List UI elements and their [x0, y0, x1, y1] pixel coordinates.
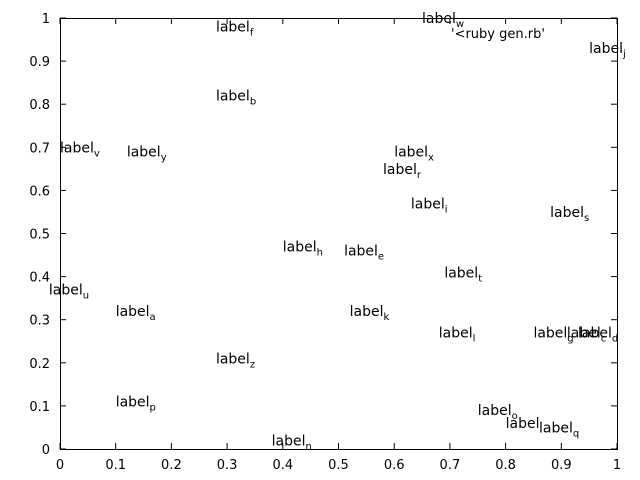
- point-label: labela: [116, 304, 156, 323]
- point-label: labelv: [60, 140, 100, 159]
- x-tick-label: 0.6: [384, 458, 405, 473]
- point-label: labelr: [383, 162, 422, 181]
- y-tick-label: 0.6: [29, 184, 50, 199]
- point-label: labelc: [567, 326, 606, 345]
- point-label: label: [506, 416, 540, 432]
- y-tick-label: 0.7: [29, 141, 50, 156]
- y-tick-label: 0.3: [29, 314, 50, 329]
- y-tick-label: 0.8: [29, 98, 50, 113]
- x-tick-label: 0.5: [328, 458, 349, 473]
- x-axis: 0 0.1 0.2 0.3 0.4 0.5 0.6 0.7 0.8 0.9 1: [56, 18, 621, 473]
- y-tick-label: 0: [42, 443, 50, 458]
- y-axis: 0 0.1 0.2 0.3 0.4 0.5 0.6 0.7 0.8 0.9 1: [29, 12, 617, 458]
- point-label: labeln: [272, 433, 312, 452]
- y-tick-label: 0.4: [29, 271, 50, 286]
- point-label: labelj: [589, 41, 626, 60]
- point-label: labelt: [444, 265, 482, 284]
- point-label: labels: [550, 205, 589, 224]
- point-label: labelo: [478, 403, 518, 422]
- point-label: labelu: [49, 283, 89, 302]
- x-tick-label: 1: [613, 458, 621, 473]
- point-label: labelw: [422, 11, 464, 30]
- x-tick-label: 0.9: [551, 458, 572, 473]
- x-tick-label: 0.1: [105, 458, 126, 473]
- point-label: labelb: [216, 89, 256, 108]
- point-label: labelz: [216, 351, 255, 370]
- point-label: labeld: [578, 326, 618, 345]
- point-label: labelq: [539, 420, 579, 439]
- point-label: labelg: [533, 326, 573, 345]
- point-label: labele: [344, 244, 384, 263]
- x-tick-label: 0.8: [495, 458, 516, 473]
- point-label: labelx: [394, 145, 434, 164]
- y-tick-label: 0.5: [29, 228, 50, 243]
- x-tick-label: 0.4: [272, 458, 293, 473]
- plot-frame: [60, 18, 618, 450]
- x-tick-label: 0: [56, 458, 64, 473]
- point-label: labell: [439, 326, 476, 345]
- point-label: labely: [127, 145, 167, 164]
- x-tick-label: 0.2: [161, 458, 182, 473]
- x-tick-label: 0.3: [217, 458, 238, 473]
- point-label: labeli: [411, 196, 448, 215]
- point-label: labelf: [216, 20, 254, 39]
- y-tick-label: 0.9: [29, 55, 50, 70]
- y-tick-label: 0.2: [29, 357, 50, 372]
- y-tick-label: 1: [42, 12, 50, 27]
- point-label: labelk: [350, 304, 390, 323]
- x-tick-label: 0.7: [440, 458, 461, 473]
- y-tick-label: 0.1: [29, 400, 50, 415]
- point-label: labelp: [116, 395, 156, 414]
- legend-entry: '<ruby gen.rb': [451, 27, 545, 42]
- point-label: labelh: [283, 239, 323, 258]
